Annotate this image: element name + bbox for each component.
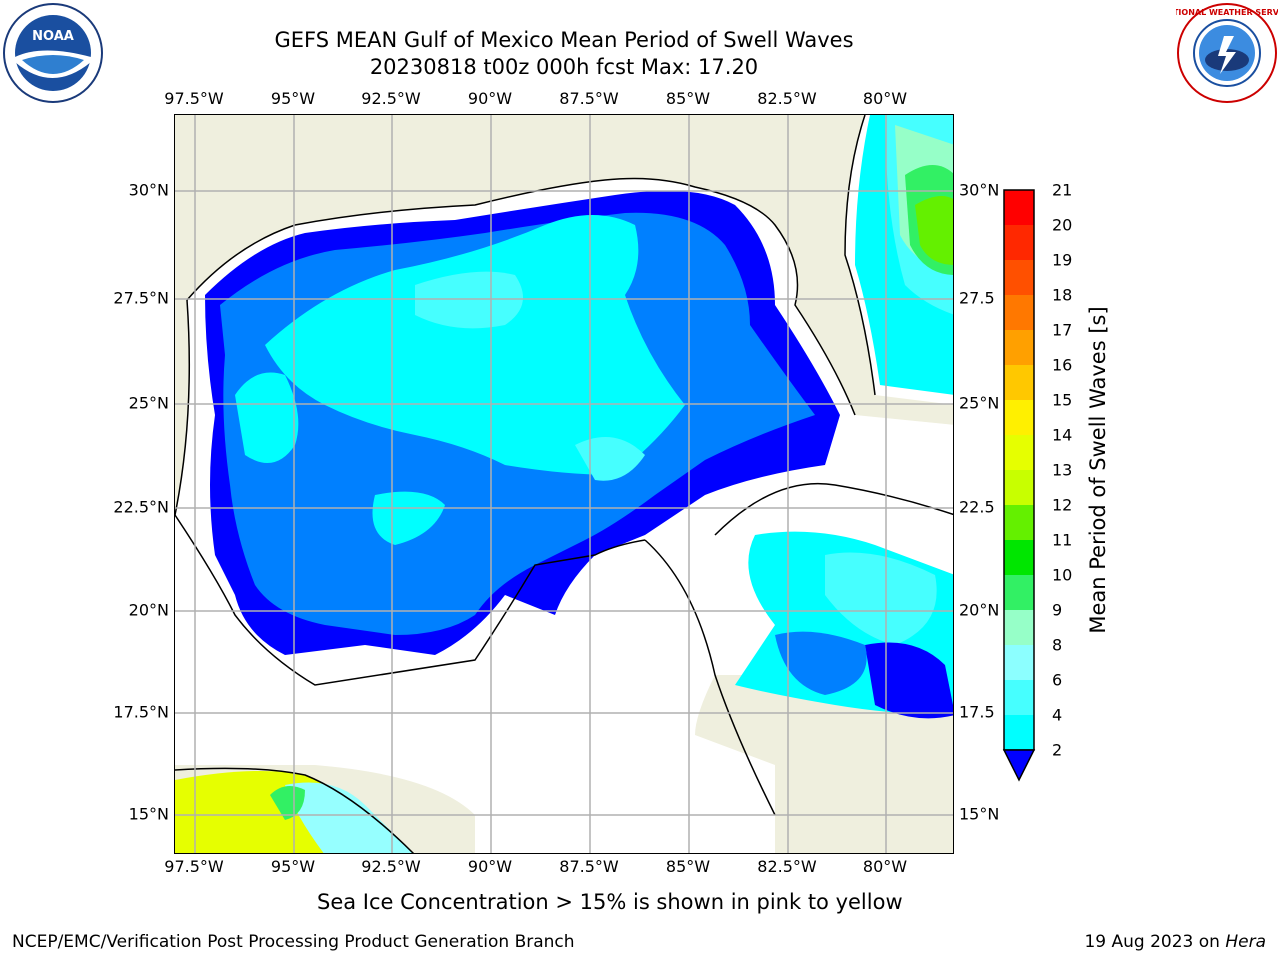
colorbar-segment (1004, 575, 1034, 611)
swell-band-8s (415, 271, 523, 329)
lon-label-bottom: 97.5°W (164, 857, 224, 876)
colorbar-tick-label: 8 (1052, 635, 1063, 655)
caption: Sea Ice Concentration > 15% is shown in … (317, 890, 903, 914)
colorbar-tick-label: 2 (1052, 740, 1063, 760)
colorbar-tick-label: 10 (1052, 565, 1073, 585)
colorbar (1002, 188, 1082, 788)
colorbar-tick-label: 18 (1052, 285, 1073, 305)
colorbar-tick-label: 11 (1052, 530, 1073, 550)
lat-label-right: 30°N (959, 180, 1000, 200)
lon-label-bottom: 87.5°W (559, 857, 619, 876)
lat-label-left: 22.5°N (113, 497, 169, 517)
lon-label-top: 97.5°W (164, 89, 224, 108)
footer-date: 19 Aug 2023 on Hera (1084, 932, 1266, 952)
lat-label-left: 17.5°N (113, 702, 169, 722)
swell-band-4s (775, 631, 867, 695)
lon-label-top: 82.5°W (757, 89, 817, 108)
lon-label-top: 85°W (665, 89, 711, 108)
colorbar-segment (1004, 330, 1034, 366)
swell-band-2s (865, 642, 953, 719)
colorbar-tick-label: 20 (1052, 215, 1073, 235)
colorbar-tick-label: 6 (1052, 670, 1063, 690)
colorbar-tick-label: 9 (1052, 600, 1063, 620)
colorbar-segment (1004, 435, 1034, 471)
lon-label-top: 90°W (467, 89, 513, 108)
colorbar-tick-label: 19 (1052, 250, 1073, 270)
colorbar-tick-label: 4 (1052, 705, 1063, 725)
graticule (175, 115, 953, 853)
colorbar-segment (1004, 190, 1034, 226)
colorbar-tick-label: 21 (1052, 180, 1073, 200)
colorbar-segment (1004, 715, 1034, 751)
lat-label-right: 22.5 (959, 497, 995, 517)
lon-label-bottom: 95°W (270, 857, 316, 876)
colorbar-segment (1004, 365, 1034, 401)
svg-text:NOAA: NOAA (32, 29, 74, 44)
lon-label-bottom: 80°W (862, 857, 908, 876)
nws-logo: NATIONAL WEATHER SERVICE (1161, 2, 1280, 104)
lat-label-right: 17.5 (959, 702, 995, 722)
colorbar-segment (1004, 540, 1034, 576)
colorbar-tick-label: 13 (1052, 460, 1073, 480)
colorbar-tick-label: 12 (1052, 495, 1073, 515)
map-panel (174, 114, 954, 854)
colorbar-label: Mean Period of Swell Waves [s] (1086, 306, 1110, 634)
swell-band-11s (915, 196, 953, 265)
noaa-logo: NOAA (2, 2, 104, 104)
lon-label-bottom: 92.5°W (361, 857, 421, 876)
svg-text:NATIONAL WEATHER SERVICE: NATIONAL WEATHER SERVICE (1176, 8, 1278, 17)
lat-label-left: 15°N (128, 804, 169, 824)
lat-label-left: 20°N (128, 600, 169, 620)
colorbar-segment (1004, 680, 1034, 716)
pacific-water (285, 782, 413, 853)
lat-label-right: 25°N (959, 393, 1000, 413)
colorbar-segment (1004, 295, 1034, 331)
colorbar-tick-label: 16 (1052, 355, 1073, 375)
colorbar-segment (1004, 645, 1034, 681)
lat-label-right: 27.5 (959, 288, 995, 308)
pacific-water (270, 786, 305, 820)
colorbar-segment (1004, 470, 1034, 506)
lon-label-bottom: 82.5°W (757, 857, 817, 876)
swell-band-6s (235, 372, 299, 463)
colorbar-segment (1004, 400, 1034, 436)
lat-label-right: 15°N (959, 804, 1000, 824)
lon-label-bottom: 90°W (467, 857, 513, 876)
swell-band-8s (575, 437, 645, 481)
lat-label-left: 25°N (128, 393, 169, 413)
swell-band-8s (825, 552, 937, 645)
swell-band-6s (372, 491, 445, 545)
colorbar-extend-arrow (1002, 749, 1036, 782)
lon-label-top: 92.5°W (361, 89, 421, 108)
chart-subtitle: 20230818 t00z 000h fcst Max: 17.20 (369, 55, 759, 79)
colorbar-tick-label: 14 (1052, 425, 1073, 445)
chart-title: GEFS MEAN Gulf of Mexico Mean Period of … (274, 28, 854, 52)
lon-label-top: 80°W (862, 89, 908, 108)
lat-label-left: 27.5°N (113, 288, 169, 308)
colorbar-segment (1004, 225, 1034, 261)
colorbar-segment (1004, 260, 1034, 296)
colorbar-segment (1004, 610, 1034, 646)
lon-label-top: 87.5°W (559, 89, 619, 108)
colorbar-tick-label: 15 (1052, 390, 1073, 410)
lon-label-bottom: 85°W (665, 857, 711, 876)
lat-label-right: 20°N (959, 600, 1000, 620)
colorbar-tick-label: 17 (1052, 320, 1073, 340)
swell-band-6s (265, 215, 685, 475)
footer-credit: NCEP/EMC/Verification Post Processing Pr… (12, 932, 575, 952)
lat-label-left: 30°N (128, 180, 169, 200)
colorbar-segment (1004, 505, 1034, 541)
lon-label-top: 95°W (270, 89, 316, 108)
